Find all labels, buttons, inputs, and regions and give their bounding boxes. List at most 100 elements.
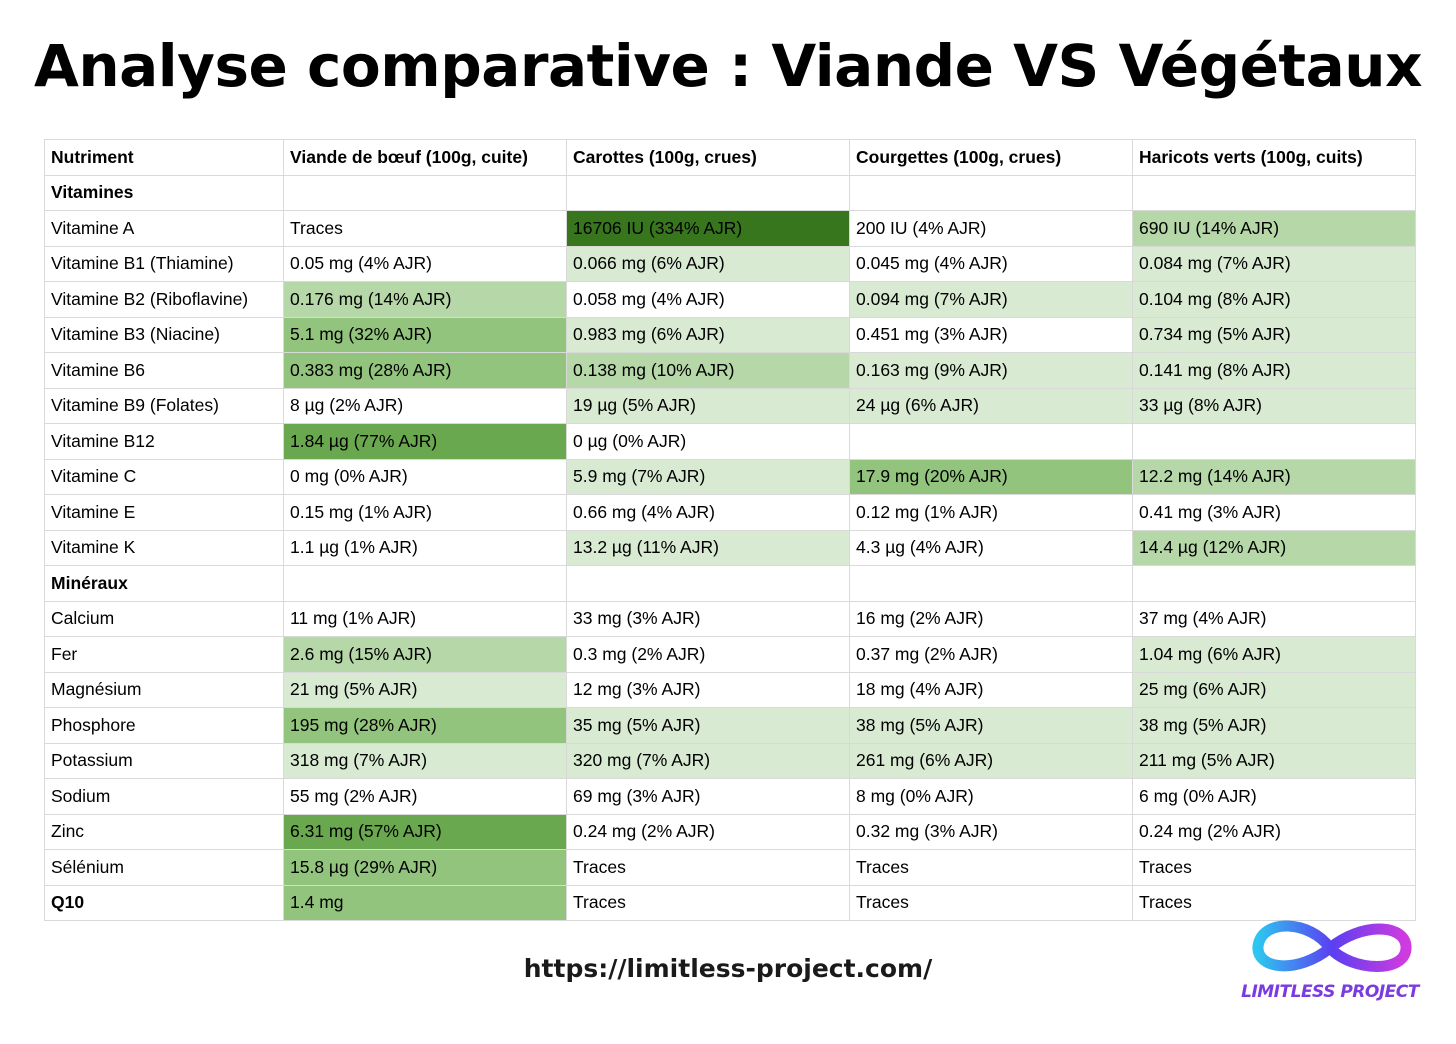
nutrient-name: Vitamine B9 (Folates) (44, 387, 284, 424)
nutrient-name: Zinc (44, 813, 284, 850)
table-row: Q10 1.4 mg Traces Traces Traces (44, 884, 1416, 921)
table-cell: 0.383 mg (28% AJR) (283, 352, 567, 389)
table-cell: 0.176 mg (14% AJR) (283, 281, 567, 318)
table-cell: 16706 IU (334% AJR) (566, 210, 850, 247)
table-cell (849, 423, 1133, 460)
table-cell: 0 µg (0% AJR) (566, 423, 850, 460)
table-row: Potassium 318 mg (7% AJR) 320 mg (7% AJR) 2… (44, 742, 1416, 779)
nutrient-name: Q10 (44, 884, 284, 921)
table-cell: 25 mg (6% AJR) (1132, 671, 1416, 708)
table-cell: 211 mg (5% AJR) (1132, 742, 1416, 779)
column-header: Courgettes (100g, crues) (849, 139, 1133, 176)
table-cell: 38 mg (5% AJR) (1132, 707, 1416, 744)
infinity-icon (1252, 920, 1412, 972)
table-cell: 0.084 mg (7% AJR) (1132, 245, 1416, 282)
section-label: Vitamines (44, 174, 284, 211)
table-cell: 0.094 mg (7% AJR) (849, 281, 1133, 318)
table-cell: 318 mg (7% AJR) (283, 742, 567, 779)
table-cell: 0.058 mg (4% AJR) (566, 281, 850, 318)
table-row: Vitamine B1 (Thiamine) 0.05 mg (4% AJR) 0.… (44, 245, 1416, 282)
nutrient-name: Calcium (44, 600, 284, 637)
table-cell: 690 IU (14% AJR) (1132, 210, 1416, 247)
table-cell (566, 565, 850, 602)
table-cell: Traces (283, 210, 567, 247)
table-header-row: Nutriment Viande de bœuf (100g, cuite) C… (44, 139, 1416, 176)
table-cell: 0.05 mg (4% AJR) (283, 245, 567, 282)
table-cell (1132, 423, 1416, 460)
table-cell: 0.141 mg (8% AJR) (1132, 352, 1416, 389)
column-header: Nutriment (44, 139, 284, 176)
table-row: Vitamine B9 (Folates) 8 µg (2% AJR) 19 µg … (44, 387, 1416, 424)
table-row: Calcium 11 mg (1% AJR) 33 mg (3% AJR) 16 mg… (44, 600, 1416, 637)
table-cell: 0.41 mg (3% AJR) (1132, 494, 1416, 531)
table-row: Vitamine K 1.1 µg (1% AJR) 13.2 µg (11% AJ… (44, 529, 1416, 566)
table-cell: 11 mg (1% AJR) (283, 600, 567, 637)
table-cell: 0.15 mg (1% AJR) (283, 494, 567, 531)
website-url: https://limitless-project.com/ (523, 954, 933, 983)
table-row: Magnésium 21 mg (5% AJR) 12 mg (3% AJR) 18 … (44, 671, 1416, 708)
table-cell: 0.983 mg (6% AJR) (566, 316, 850, 353)
table-row: Fer 2.6 mg (15% AJR) 0.3 mg (2% AJR) 0.37 m… (44, 636, 1416, 673)
table-cell: 1.1 µg (1% AJR) (283, 529, 567, 566)
table-cell: 0 mg (0% AJR) (283, 458, 567, 495)
table-cell: 0.3 mg (2% AJR) (566, 636, 850, 673)
page-title: Analyse comparative : Viande VS Végétaux (33, 32, 1423, 100)
table-cell: 12 mg (3% AJR) (566, 671, 850, 708)
table-cell (849, 174, 1133, 211)
table-cell: Traces (566, 884, 850, 921)
nutrient-name: Sélénium (44, 849, 284, 886)
table-cell: Traces (849, 849, 1133, 886)
table-row: Vitamine E 0.15 mg (1% AJR) 0.66 mg (4% AJ… (44, 494, 1416, 531)
nutrient-name: Sodium (44, 778, 284, 815)
table-cell: Traces (1132, 849, 1416, 886)
table-cell: 0.24 mg (2% AJR) (566, 813, 850, 850)
table-cell: 0.066 mg (6% AJR) (566, 245, 850, 282)
table-cell: 200 IU (4% AJR) (849, 210, 1133, 247)
table-cell: Traces (849, 884, 1133, 921)
table-cell (283, 174, 567, 211)
table-cell: 4.3 µg (4% AJR) (849, 529, 1133, 566)
table-cell: 8 µg (2% AJR) (283, 387, 567, 424)
table-cell: 1.84 µg (77% AJR) (283, 423, 567, 460)
logo: LIMITLESS PROJECT (1240, 912, 1420, 1012)
table-cell: 1.4 mg (283, 884, 567, 921)
nutrient-name: Vitamine A (44, 210, 284, 247)
table-cell: 8 mg (0% AJR) (849, 778, 1133, 815)
table-cell: 0.045 mg (4% AJR) (849, 245, 1133, 282)
table-row: Phosphore 195 mg (28% AJR) 35 mg (5% AJR) 3… (44, 707, 1416, 744)
table-cell: 0.104 mg (8% AJR) (1132, 281, 1416, 318)
table-cell: 37 mg (4% AJR) (1132, 600, 1416, 637)
nutrient-name: Vitamine E (44, 494, 284, 531)
nutrient-name: Vitamine B2 (Riboflavine) (44, 281, 284, 318)
nutrient-name: Fer (44, 636, 284, 673)
table-cell: 19 µg (5% AJR) (566, 387, 850, 424)
table-cell: 6.31 mg (57% AJR) (283, 813, 567, 850)
table-cell: 1.04 mg (6% AJR) (1132, 636, 1416, 673)
table-cell: 15.8 µg (29% AJR) (283, 849, 567, 886)
nutrient-name: Vitamine K (44, 529, 284, 566)
table-cell: Traces (566, 849, 850, 886)
nutrient-name: Vitamine C (44, 458, 284, 495)
nutrient-name: Vitamine B1 (Thiamine) (44, 245, 284, 282)
table-cell: 69 mg (3% AJR) (566, 778, 850, 815)
table-cell: 33 µg (8% AJR) (1132, 387, 1416, 424)
table-cell (849, 565, 1133, 602)
table-cell: 0.138 mg (10% AJR) (566, 352, 850, 389)
table-cell: 5.1 mg (32% AJR) (283, 316, 567, 353)
table-cell: 0.451 mg (3% AJR) (849, 316, 1133, 353)
table-cell: 13.2 µg (11% AJR) (566, 529, 850, 566)
nutrient-name: Vitamine B6 (44, 352, 284, 389)
table-cell: 0.163 mg (9% AJR) (849, 352, 1133, 389)
column-header: Haricots verts (100g, cuits) (1132, 139, 1416, 176)
table-row: Zinc 6.31 mg (57% AJR) 0.24 mg (2% AJR) 0.3… (44, 813, 1416, 850)
table-cell: 14.4 µg (12% AJR) (1132, 529, 1416, 566)
nutrient-name: Vitamine B3 (Niacine) (44, 316, 284, 353)
table-cell: 5.9 mg (7% AJR) (566, 458, 850, 495)
table-cell: 0.12 mg (1% AJR) (849, 494, 1133, 531)
table-cell: 38 mg (5% AJR) (849, 707, 1133, 744)
table-cell: 55 mg (2% AJR) (283, 778, 567, 815)
table-cell: 21 mg (5% AJR) (283, 671, 567, 708)
table-row: Sodium 55 mg (2% AJR) 69 mg (3% AJR) 8 mg (… (44, 778, 1416, 815)
table-cell: 6 mg (0% AJR) (1132, 778, 1416, 815)
